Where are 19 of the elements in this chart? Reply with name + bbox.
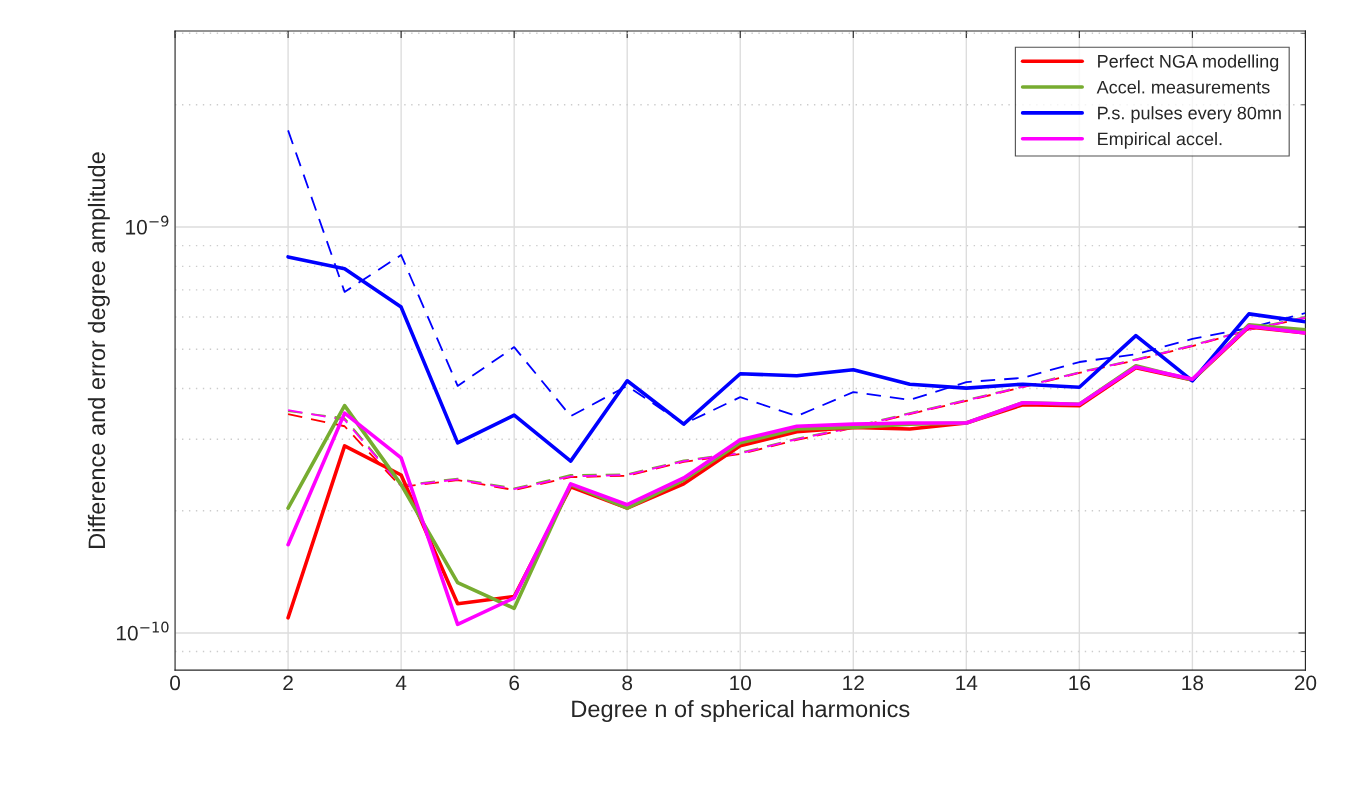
legend-label: Empirical accel. [1098,132,1222,149]
x-tick-label: 4 [395,675,407,691]
x-axis-title: Degree n of spherical harmonics [572,699,910,722]
x-tick-label: 16 [1069,675,1091,691]
x-tick-label: 12 [843,675,864,691]
x-tick-label: 20 [1294,675,1317,691]
x-tick-label: 14 [956,675,978,691]
x-tick-label: 2 [283,675,293,691]
y-axis-title: Difference and error degree amplitude [87,152,110,548]
x-tick-label: 10 [730,675,752,691]
x-tick-label: 0 [170,675,181,691]
legend-label: Accel. measurements [1096,80,1270,94]
y-tick-label: 10$^{−9}$ [126,215,169,235]
x-tick-label: 18 [1182,675,1204,691]
x-tick-label: 6 [509,675,520,691]
y-tick-label: 10$^{−10}$ [116,621,169,641]
legend-label: Perfect NGA modelling [1098,54,1279,72]
legend-label: P.s. pulses every 80mn [1098,106,1281,123]
x-tick-label: 8 [622,675,633,691]
